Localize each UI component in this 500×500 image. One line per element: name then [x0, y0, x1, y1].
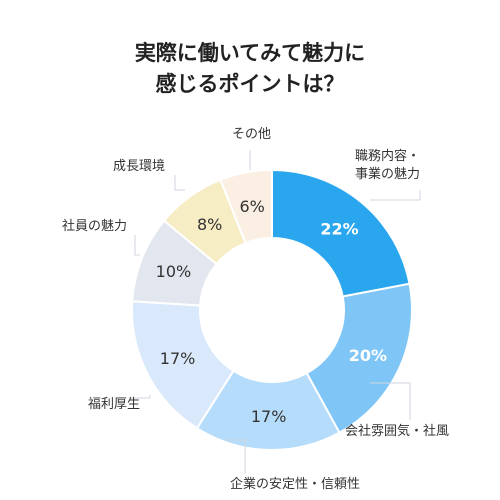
- slice-percent-label: 17%: [160, 349, 196, 368]
- slice-category-label-line: 会社雰囲気・社風: [345, 423, 449, 439]
- callout-line: [370, 382, 411, 420]
- slice-category-label: 会社雰囲気・社風: [345, 423, 449, 439]
- slice-category-label: 企業の安定性・信頼性: [230, 476, 360, 492]
- slice-category-label: 社員の魅力: [62, 218, 127, 234]
- slice-percent-label: 10%: [156, 262, 192, 281]
- donut-slice: [131, 300, 235, 430]
- slice-category-label-line: 職務内容・: [355, 148, 420, 164]
- donut-slice: [271, 168, 411, 298]
- slice-category-label-line: その他: [232, 127, 271, 142]
- callout-line: [130, 395, 151, 399]
- slice-category-label-line: 福利厚生: [88, 397, 140, 412]
- donut-slice: [195, 369, 341, 451]
- chart-title: 実際に働いてみて魅力に 感じるポイントは？: [0, 38, 500, 100]
- donut-slice: [219, 168, 273, 245]
- slice-category-label: 成長環境: [113, 159, 165, 174]
- callout-line: [225, 439, 246, 474]
- slice-percent-label: 8%: [197, 215, 222, 234]
- slice-category-label-line: 企業の安定性・信頼性: [230, 476, 360, 492]
- slice-category-label-line: 成長環境: [113, 159, 165, 174]
- callout-line: [174, 175, 185, 191]
- callout-line: [370, 190, 421, 201]
- slice-percent-label: 6%: [239, 197, 264, 216]
- callout-line: [134, 235, 140, 256]
- donut-slice: [305, 282, 413, 435]
- chart-title-line-1: 実際に働いてみて魅力に: [134, 41, 366, 65]
- chart-title-line-2: 感じるポイントは？: [155, 72, 345, 96]
- slice-percent-label: 20%: [349, 346, 387, 365]
- slice-category-label-line: 事業の魅力: [355, 166, 420, 182]
- slice-category-label: その他: [232, 127, 271, 142]
- slice-percent-label: 17%: [251, 407, 287, 426]
- slice-category-label: 職務内容・事業の魅力: [355, 148, 420, 182]
- slice-category-label-line: 社員の魅力: [62, 218, 127, 234]
- slice-percent-label: 22%: [320, 219, 358, 238]
- slice-category-label: 福利厚生: [88, 397, 140, 412]
